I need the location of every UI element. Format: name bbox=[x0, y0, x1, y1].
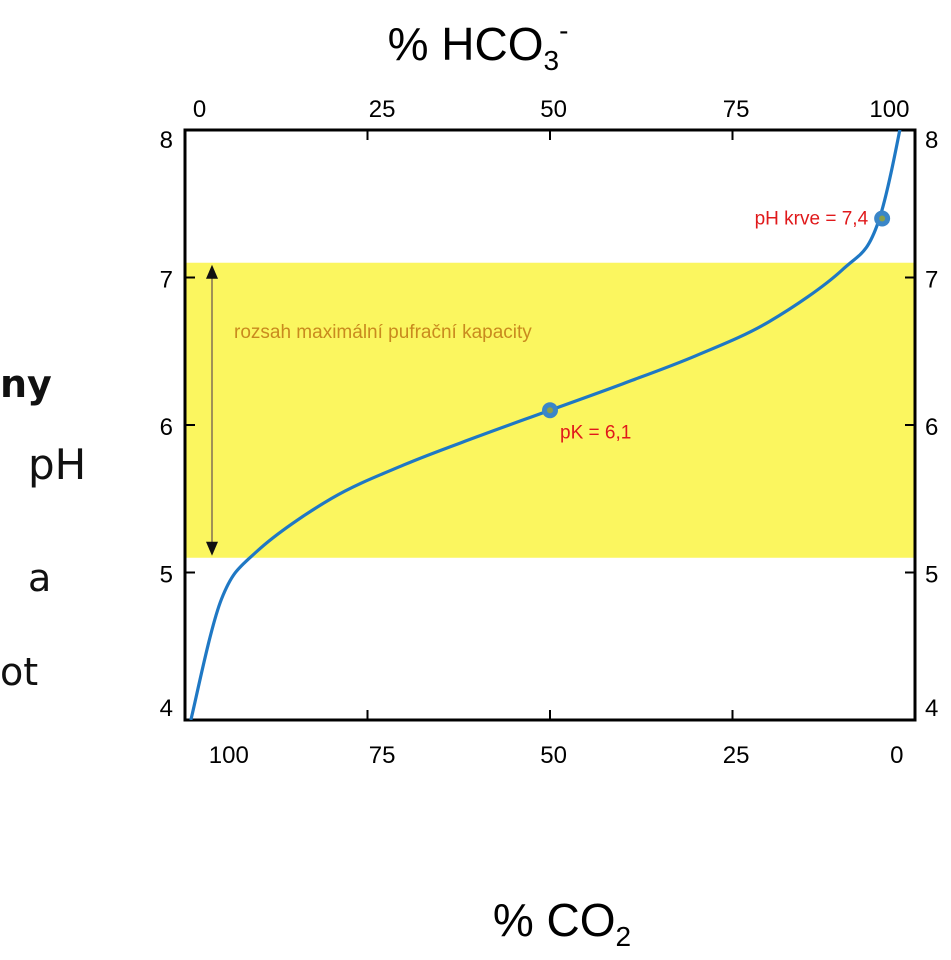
y-tick-label-right: 4 bbox=[925, 695, 938, 722]
y-tick-label-right: 7 bbox=[925, 267, 938, 294]
y-tick-label-right: 8 bbox=[925, 127, 938, 154]
y-tick-label-left: 6 bbox=[160, 414, 173, 441]
x-top-tick-label: 100 bbox=[869, 96, 909, 123]
side-text-2: pH bbox=[28, 440, 87, 489]
x-bottom-tick-label: 100 bbox=[209, 742, 249, 769]
band-arrow-up bbox=[206, 264, 218, 279]
x-bottom-tick-label: 50 bbox=[540, 742, 567, 769]
side-text-1: ny bbox=[0, 362, 52, 406]
x-top-tick-label: 75 bbox=[723, 96, 750, 123]
y-tick-label-right: 5 bbox=[925, 562, 938, 589]
x-top-tick-label: 0 bbox=[193, 96, 206, 123]
x-bottom-tick-label: 0 bbox=[890, 742, 903, 769]
y-tick-label-right: 6 bbox=[925, 414, 938, 441]
x-top-axis-title-sub: 3 bbox=[544, 45, 560, 76]
y-tick-label-left: 5 bbox=[160, 562, 173, 589]
band-label: rozsah maximální pufrační kapacity bbox=[234, 322, 532, 343]
band-arrow-down bbox=[206, 541, 218, 556]
x-top-axis-title-sup: - bbox=[559, 15, 568, 46]
x-top-axis-title: % HCO3- bbox=[388, 15, 569, 76]
x-top-axis-title-main: % HCO bbox=[388, 18, 544, 70]
side-text-3: a bbox=[28, 556, 52, 600]
x-bottom-axis-title-sub: 2 bbox=[616, 921, 632, 952]
x-bottom-tick-label: 25 bbox=[723, 742, 750, 769]
blood-ph-point-label: pH krve = 7,4 bbox=[755, 209, 869, 230]
pk-point-center bbox=[547, 407, 553, 414]
pk-point-label: pK = 6,1 bbox=[560, 422, 631, 443]
y-tick-label-left: 7 bbox=[160, 267, 173, 294]
y-tick-label-left: 4 bbox=[160, 695, 173, 722]
side-text-4: ot bbox=[0, 650, 39, 694]
x-bottom-tick-label: 75 bbox=[369, 742, 396, 769]
x-bottom-axis-title-main: % CO bbox=[493, 894, 616, 946]
blood-ph-point-center bbox=[879, 215, 886, 222]
x-bottom-axis-title: % CO2 bbox=[493, 894, 631, 952]
x-top-tick-label: 50 bbox=[540, 96, 567, 123]
y-tick-label-left: 8 bbox=[160, 127, 173, 154]
x-top-tick-label: 25 bbox=[369, 96, 396, 123]
